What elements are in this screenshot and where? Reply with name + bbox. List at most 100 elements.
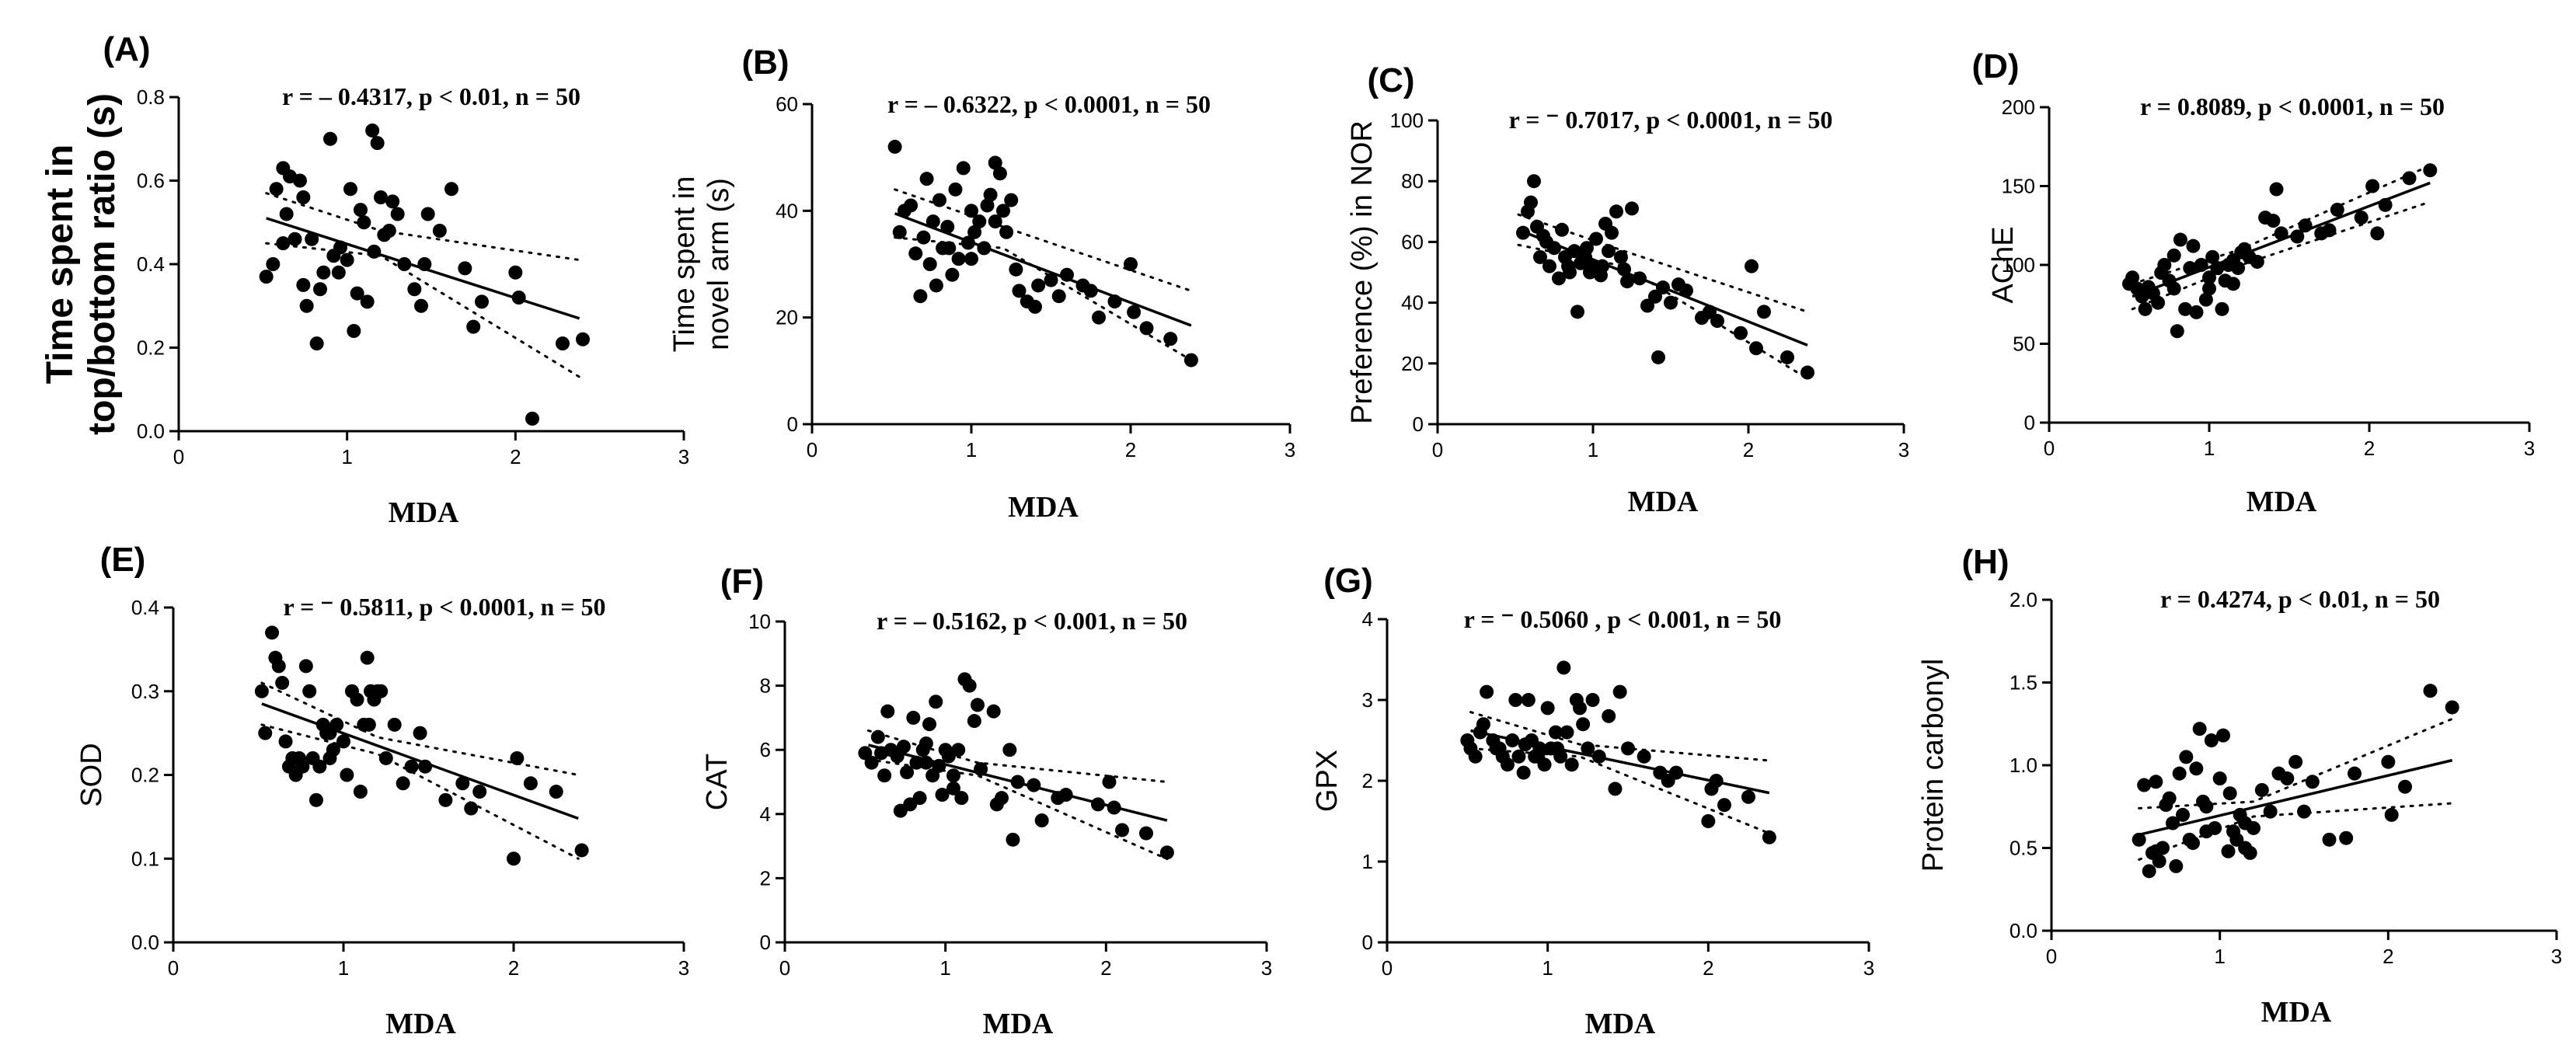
data-point [1605,225,1619,240]
data-point [2378,197,2393,212]
data-point [2132,832,2146,847]
data-point [2222,786,2237,801]
data-point [2226,277,2240,291]
data-point [1516,225,1530,240]
y-tick-label: 0.0 [131,931,159,954]
data-point [1102,775,1117,789]
correlation-stat: r = 0.8089, p < 0.0001, n = 50 [2140,92,2445,120]
data-point [367,244,382,259]
data-point [946,781,960,796]
data-point [1531,749,1546,764]
data-point [983,187,998,202]
data-point [870,729,885,744]
y-tick-label: 10 [748,610,771,633]
data-point [2365,179,2380,193]
data-point [880,704,895,719]
y-axis-label: CAT [701,754,734,810]
data-point [374,190,388,204]
data-point [466,319,481,334]
data-point [357,215,371,230]
data-point [1749,341,1763,356]
data-point [414,298,428,313]
data-point [340,768,354,782]
data-point [1480,684,1494,699]
data-point [1107,294,1122,309]
ci-lower-band [894,236,1193,362]
panel-g: (G) r = ⁻ 0.5060 , p < 0.001, n = 50 0 1 2 3 0… [1311,562,1874,1040]
data-point [2354,211,2369,225]
data-point [1602,244,1616,259]
data-point [1595,259,1609,273]
data-point [396,776,410,791]
data-point [2151,295,2166,310]
y-tick-label: 3 [1362,688,1373,712]
correlation-stat: r = ⁻ 0.5060 , p < 0.001, n = 50 [1464,605,1782,633]
data-point [308,792,323,807]
data-point [1006,832,1020,847]
panel-label-a: (A) [103,30,150,68]
data-point [266,257,281,271]
data-point [1710,314,1724,329]
y-tick-label: 80 [1401,169,1424,193]
data-point [2198,292,2213,307]
data-point [2445,700,2459,715]
data-point [2348,766,2362,781]
data-point [259,270,274,284]
data-point [945,267,960,282]
y-tick-label: 4 [760,803,771,826]
data-point [1524,195,1538,210]
data-point [909,755,924,770]
data-point [919,755,933,770]
data-point [2202,281,2216,296]
x-tick-label: 2 [508,956,519,980]
ci-lower-band [1517,243,1809,380]
x-tick-label: 0 [1382,956,1393,980]
data-point [1556,660,1571,675]
data-point [2157,258,2172,272]
data-point [1552,271,1566,286]
data-point [967,714,981,729]
data-point [2204,733,2219,748]
data-point [374,684,389,698]
y-tick-label: 1.0 [2010,754,2037,777]
y-tick-label: 0 [1413,413,1424,436]
ci-upper-band [2131,164,2431,285]
data-point [312,759,327,774]
data-point [475,294,489,309]
data-point [1159,845,1174,860]
y-tick-label: 150 [2002,175,2035,198]
panel-e: (E) r = ⁻ 0.5811, p < 0.0001, n = 50 0 1 2 3 0… [75,541,689,1040]
data-point [1476,717,1490,732]
data-point [507,851,521,866]
data-point [2210,261,2225,276]
data-point [964,252,978,266]
data-point [942,241,957,256]
data-point [1521,693,1535,707]
data-point [1124,257,1138,271]
correlation-stat: r = – 0.6322, p < 0.0001, n = 50 [887,90,1211,118]
y-axis-label: Time spent in [668,176,701,353]
data-point [2384,807,2399,822]
data-point [1664,295,1678,310]
data-point [2173,232,2187,247]
data-point [1580,241,1594,256]
data-point [932,193,946,207]
data-point [919,736,933,750]
y-tick-label: 0.3 [131,680,159,703]
x-axis-label: MDA [385,1008,456,1040]
data-point [1555,222,1569,237]
data-point [438,792,453,807]
panel-h: (H) r = 0.4274, p < 0.01, n = 50 0 1 2 3 0.0 0.… [1917,543,2562,1029]
data-point [906,710,921,725]
data-point [2166,816,2180,830]
data-point [2254,782,2269,797]
data-point [980,198,995,213]
ci-upper-band [260,681,580,776]
ci-lower-band [2131,200,2431,311]
data-point [574,843,589,858]
y-axis-label: top/bottom ratio (s) [82,93,123,435]
data-point [988,214,1002,229]
data-point [912,791,927,806]
correlation-stat: r = ⁻ 0.7017, p < 0.0001, n = 50 [1509,106,1833,134]
data-point [913,289,928,304]
